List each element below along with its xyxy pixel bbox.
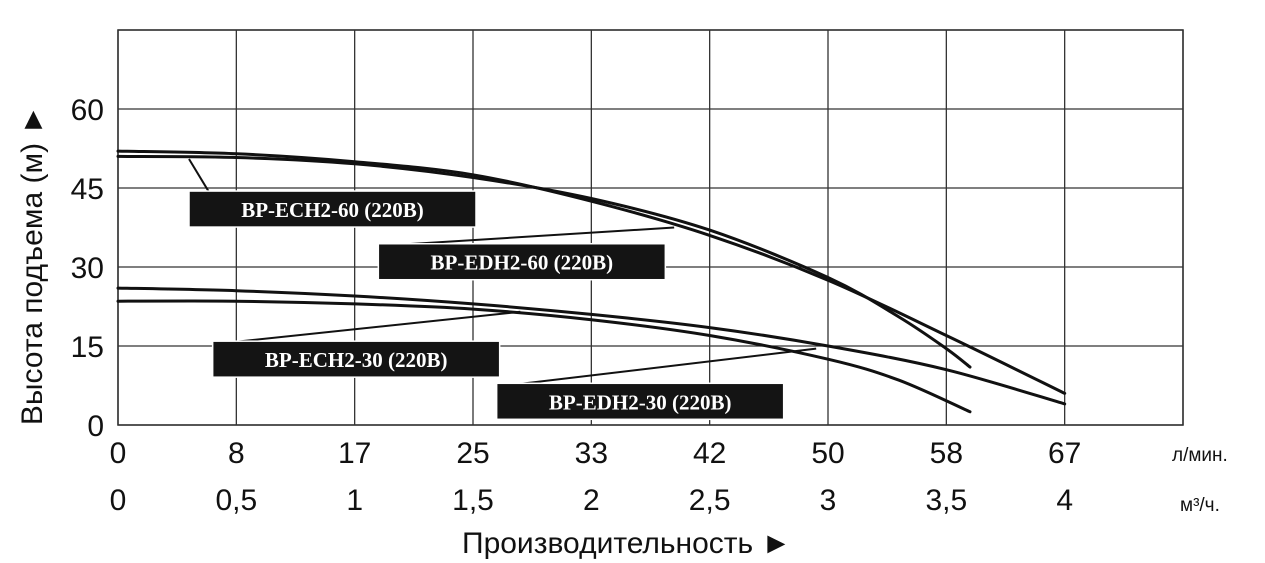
label-box: [495, 382, 785, 421]
x-tick-label-secondary: 0: [110, 484, 127, 517]
curve-bp-edh2-30-220b: [116, 299, 972, 414]
x-tick-label-primary: 8: [228, 437, 245, 470]
y-tick-label: 45: [71, 173, 104, 206]
curve-bp-edh2-60-220b: [116, 149, 1067, 395]
leader-line: [232, 310, 521, 344]
series-label-bp-edh2-60-220b: BP-EDH2-60 (220B): [377, 226, 675, 281]
x-tick-label-secondary: 2: [583, 484, 600, 517]
label-box: [211, 340, 501, 378]
series-label-bp-edh2-30-220b: BP-EDH2-30 (220B): [495, 347, 817, 421]
x-tick-label-primary: 25: [456, 437, 489, 470]
leader-line: [188, 158, 210, 193]
y-axis-title: Высота подъема (м) ►: [16, 105, 49, 425]
y-tick-label: 0: [87, 410, 104, 443]
x-tick-label-primary: 17: [338, 437, 371, 470]
curve-bp-ech2-60-220b: [116, 154, 972, 369]
series-labels: BP-ECH2-60 (220B) BP-EDH2-60 (220B) BP-ECH…: [188, 158, 817, 421]
x-tick-label-secondary: 1: [346, 484, 363, 517]
x-tick-label-primary: 0: [110, 437, 127, 470]
x-tick-label-secondary: 3: [820, 484, 837, 517]
x-unit-secondary: м³/ч.: [1180, 495, 1220, 516]
y-tick-labels: 0 15 30 45 60: [71, 94, 104, 443]
label-text: BP-EDH2-30 (220B): [549, 390, 732, 414]
curves: [116, 149, 1067, 414]
x-tick-label-primary: 50: [811, 437, 844, 470]
series-label-bp-ech2-60-220b: BP-ECH2-60 (220B): [188, 158, 477, 228]
x-tick-label-secondary: 2,5: [689, 484, 731, 517]
leader-line: [516, 347, 817, 386]
y-tick-label: 60: [71, 94, 104, 127]
x-tick-label-secondary: 1,5: [452, 484, 494, 517]
y-tick-label: 15: [71, 331, 104, 364]
y-tick-label: 30: [71, 252, 104, 285]
x-tick-label-secondary: 3,5: [925, 484, 967, 517]
x-tick-label-primary: 67: [1048, 437, 1081, 470]
x-tick-label-primary: 58: [930, 437, 963, 470]
x-axis-title: Производительность ►: [462, 527, 791, 560]
x-tick-label-secondary: 4: [1056, 484, 1073, 517]
label-text: BP-ECH2-30 (220B): [265, 348, 448, 372]
label-box: [377, 242, 667, 281]
leader-line: [398, 226, 675, 246]
x-tick-labels-secondary: 0 0,5 1 1,5 2 2,5 3 3,5 4: [110, 484, 1073, 517]
series-label-bp-ech2-30-220b: BP-ECH2-30 (220B): [211, 310, 521, 378]
x-tick-label-secondary: 0,5: [215, 484, 257, 517]
x-tick-labels-primary: 0 8 17 25 33 42 50 58 67: [110, 437, 1082, 470]
label-box: [188, 190, 477, 228]
x-unit-primary: л/мин.: [1172, 445, 1228, 466]
x-tick-label-primary: 42: [693, 437, 726, 470]
label-text: BP-EDH2-60 (220B): [431, 251, 614, 275]
x-tick-label-primary: 33: [575, 437, 608, 470]
curve-bp-ech2-30-220b: [116, 286, 1067, 406]
label-text: BP-ECH2-60 (220B): [241, 198, 424, 222]
